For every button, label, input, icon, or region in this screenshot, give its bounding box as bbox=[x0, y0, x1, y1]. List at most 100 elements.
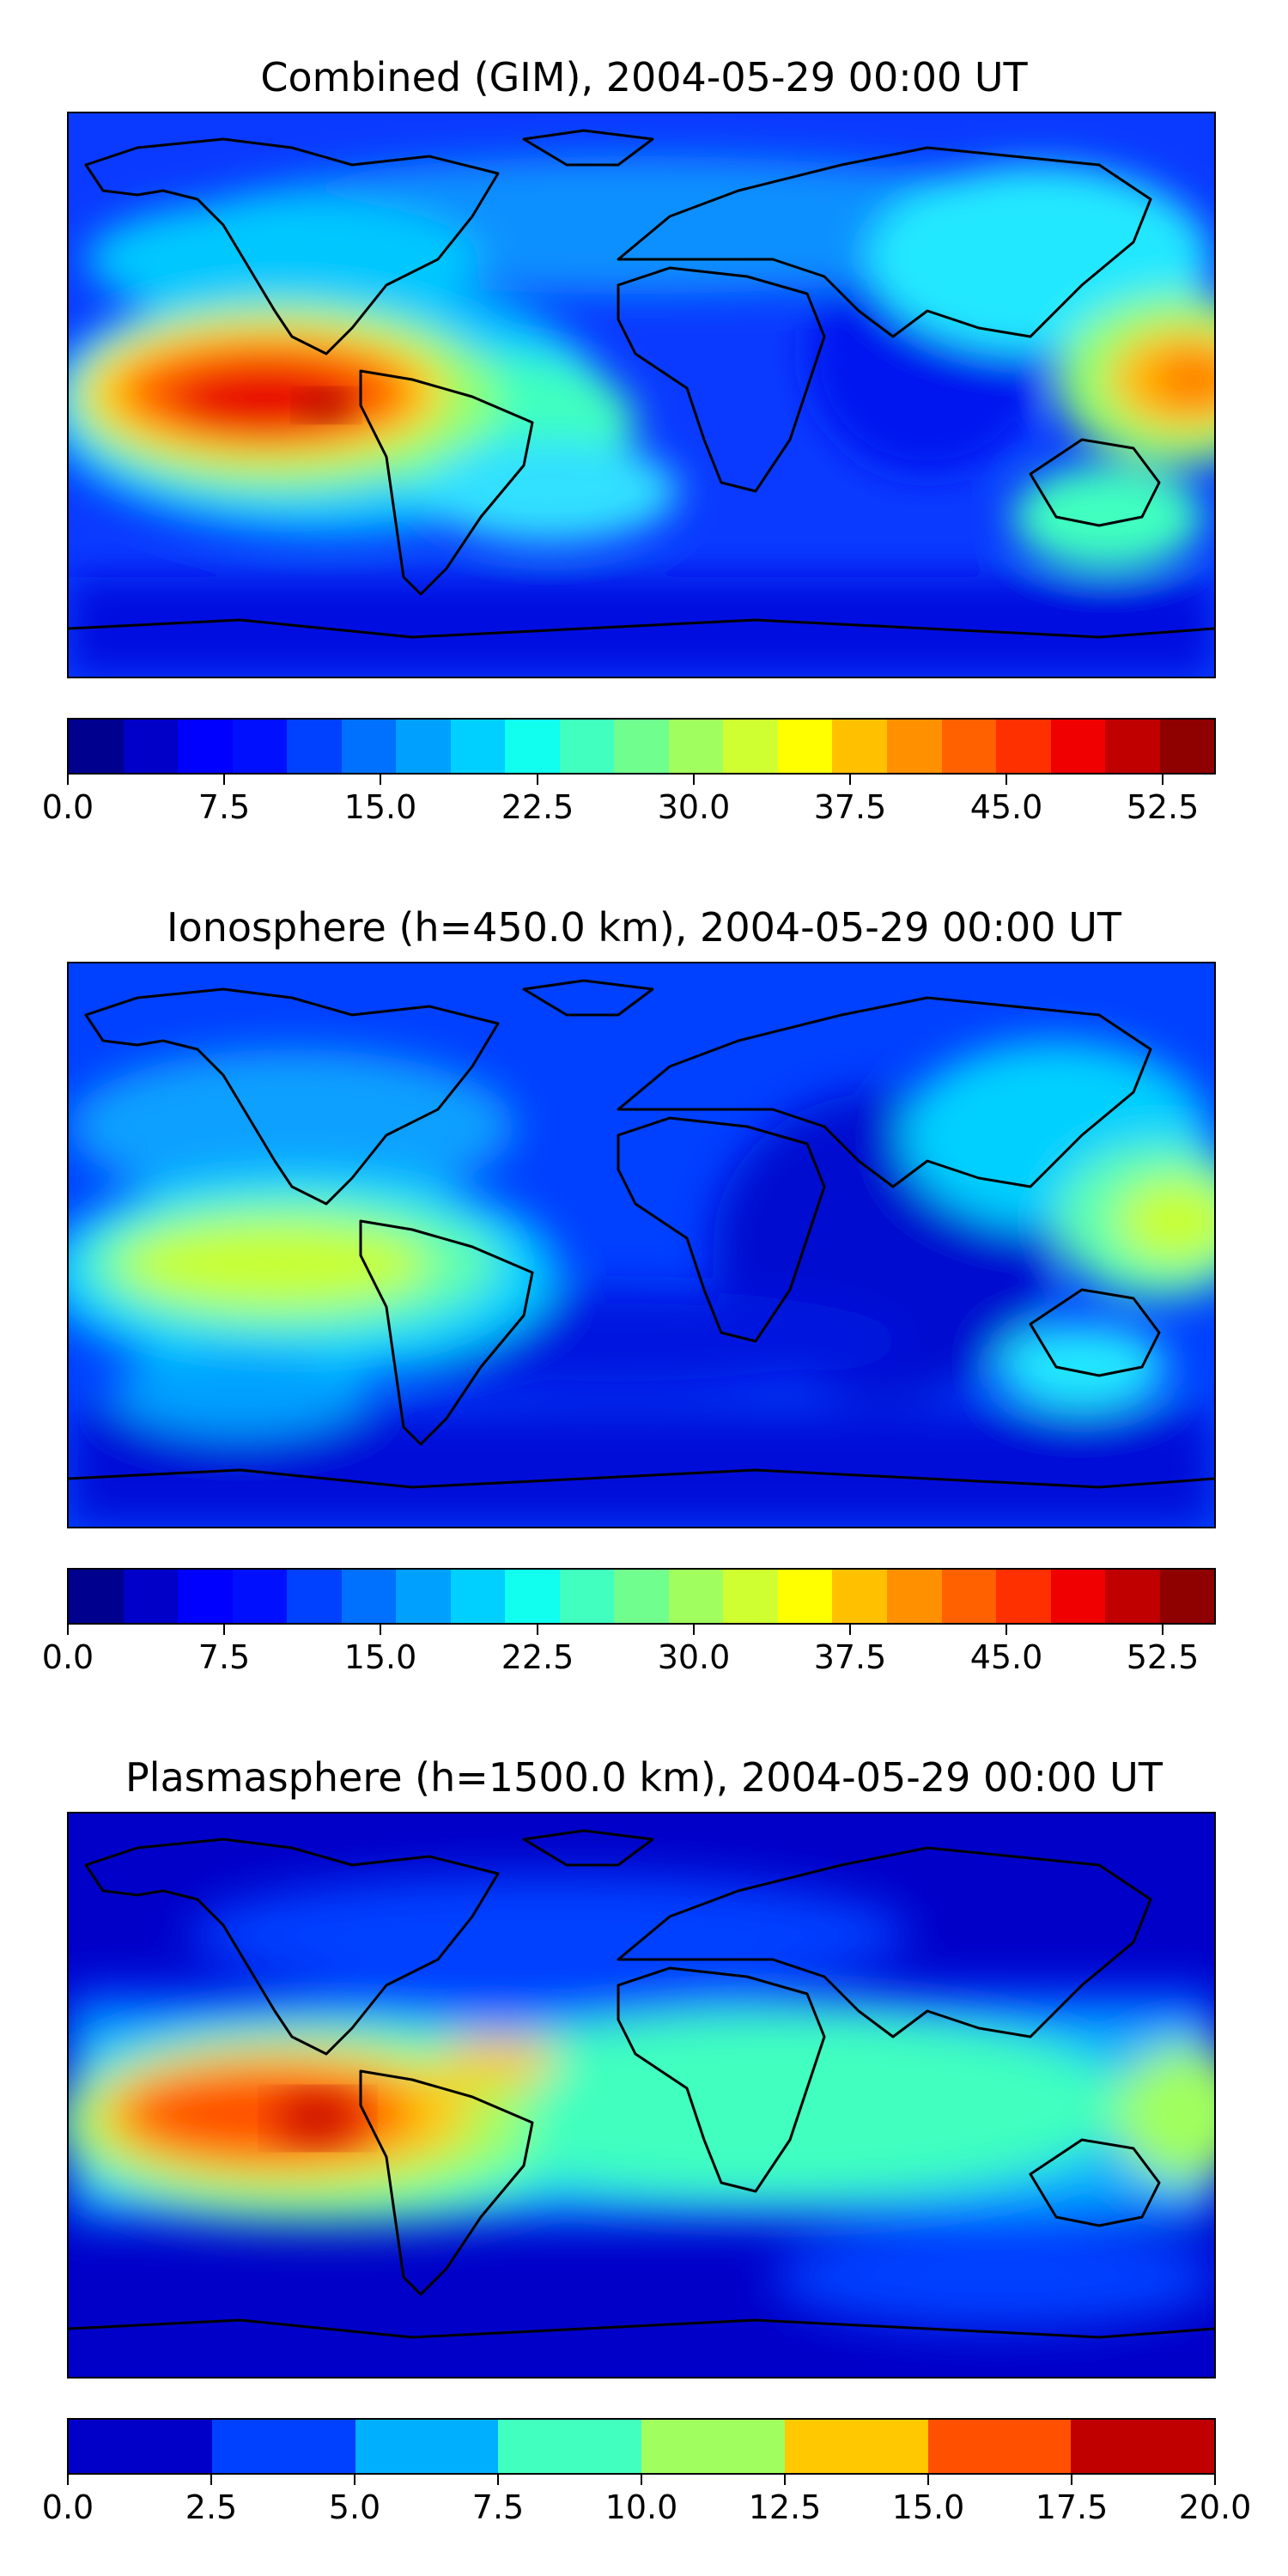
colorbar-tick bbox=[693, 775, 695, 785]
colorbar-segment bbox=[723, 1570, 778, 1623]
colorbar-tick bbox=[927, 2475, 929, 2485]
colorbar-segment bbox=[69, 1570, 124, 1623]
colorbar-tick bbox=[223, 775, 225, 785]
panel-3-colorbar bbox=[67, 2418, 1216, 2475]
colorbar-tick bbox=[1005, 775, 1007, 785]
colorbar-segment bbox=[668, 1570, 724, 1623]
colorbar-tick bbox=[784, 2475, 786, 2485]
colorbar-tick-label: 17.5 bbox=[1035, 2488, 1109, 2526]
colorbar-segment bbox=[1105, 1570, 1160, 1623]
panel-1-colorbar bbox=[67, 718, 1216, 775]
colorbar-tick-label: 45.0 bbox=[969, 788, 1043, 826]
colorbar-segment bbox=[941, 1570, 997, 1623]
colorbar-segment bbox=[123, 1570, 179, 1623]
colorbar-tick bbox=[67, 1625, 69, 1635]
colorbar-tick-label: 30.0 bbox=[657, 788, 731, 826]
colorbar-segment bbox=[996, 720, 1051, 773]
colorbar-segment bbox=[505, 1570, 560, 1623]
colorbar-segment bbox=[178, 720, 233, 773]
colorbar-tick-label: 37.5 bbox=[813, 788, 887, 826]
colorbar-segment bbox=[641, 2420, 785, 2473]
colorbar-segment bbox=[559, 720, 615, 773]
colorbar-segment bbox=[355, 2420, 499, 2473]
colorbar-segment bbox=[232, 720, 288, 773]
colorbar-tick-label: 7.5 bbox=[197, 1638, 251, 1676]
colorbar-segment bbox=[777, 1570, 833, 1623]
colorbar-tick bbox=[849, 775, 851, 785]
colorbar-tick bbox=[641, 2475, 642, 2485]
colorbar-tick-label: 5.0 bbox=[328, 2488, 381, 2526]
colorbar-segment bbox=[178, 1570, 233, 1623]
colorbar-tick bbox=[537, 1625, 538, 1635]
colorbar-segment bbox=[123, 720, 179, 773]
panel-1-title: Combined (GIM), 2004-05-29 00:00 UT bbox=[260, 54, 1028, 100]
colorbar-segment bbox=[784, 2420, 928, 2473]
colorbar-segment bbox=[450, 720, 506, 773]
colorbar-tick bbox=[693, 1625, 695, 1635]
colorbar-tick-label: 15.0 bbox=[891, 2488, 965, 2526]
colorbar-tick bbox=[210, 2475, 212, 2485]
colorbar-tick-label: 52.5 bbox=[1126, 1638, 1200, 1676]
colorbar-tick bbox=[1071, 2475, 1072, 2485]
colorbar-segment bbox=[396, 720, 451, 773]
panel-3-title: Plasmasphere (h=1500.0 km), 2004-05-29 0… bbox=[125, 1754, 1163, 1801]
colorbar-tick-label: 7.5 bbox=[471, 2488, 525, 2526]
colorbar-segment bbox=[996, 1570, 1051, 1623]
colorbar-segment bbox=[1105, 720, 1160, 773]
colorbar-segment bbox=[927, 2420, 1072, 2473]
colorbar-tick-label: 20.0 bbox=[1178, 2488, 1252, 2526]
colorbar-segment bbox=[232, 1570, 288, 1623]
colorbar-tick-label: 22.5 bbox=[501, 788, 574, 826]
colorbar-segment bbox=[614, 720, 669, 773]
panel-2-colorbar bbox=[67, 1568, 1216, 1625]
panel-1-map bbox=[67, 112, 1216, 678]
colorbar-tick-label: 22.5 bbox=[501, 1638, 574, 1676]
colorbar-segment bbox=[498, 2420, 641, 2473]
panel-3-colorbar-ticks: 0.0 2.5 5.0 7.5 10.0 12.5 15.0 17.5 20.0 bbox=[42, 2475, 1251, 2526]
colorbar-segment bbox=[1071, 2420, 1214, 2473]
colorbar-segment bbox=[1159, 720, 1215, 773]
colorbar-tick-label: 10.0 bbox=[605, 2488, 678, 2526]
colorbar-tick bbox=[67, 2475, 69, 2485]
colorbar-segment bbox=[341, 1570, 397, 1623]
colorbar-tick bbox=[497, 2475, 499, 2485]
colorbar-tick-label: 0.0 bbox=[41, 2488, 94, 2526]
colorbar-segment bbox=[941, 720, 997, 773]
colorbar-tick bbox=[537, 775, 538, 785]
colorbar-tick-label: 0.0 bbox=[41, 1638, 94, 1676]
colorbar-segment bbox=[287, 720, 342, 773]
colorbar-tick bbox=[380, 775, 381, 785]
colorbar-tick bbox=[67, 775, 69, 785]
colorbar-tick-label: 15.0 bbox=[343, 1638, 417, 1676]
panel-2-title: Ionosphere (h=450.0 km), 2004-05-29 00:0… bbox=[167, 904, 1121, 951]
colorbar-segment bbox=[69, 2420, 212, 2473]
colorbar-tick-label: 37.5 bbox=[813, 1638, 887, 1676]
colorbar-tick-label: 0.0 bbox=[41, 788, 94, 826]
colorbar-segment bbox=[559, 1570, 615, 1623]
panel-2-map bbox=[67, 962, 1216, 1528]
colorbar-segment bbox=[69, 720, 124, 773]
panel-3-map bbox=[67, 1812, 1216, 2379]
colorbar-segment bbox=[1050, 1570, 1106, 1623]
colorbar-tick bbox=[849, 1625, 851, 1635]
colorbar-segment bbox=[832, 1570, 887, 1623]
colorbar-segment bbox=[341, 720, 397, 773]
colorbar-segment bbox=[396, 1570, 451, 1623]
colorbar-segment bbox=[450, 1570, 506, 1623]
colorbar-tick bbox=[380, 1625, 381, 1635]
colorbar-tick bbox=[223, 1625, 225, 1635]
colorbar-segment bbox=[1159, 1570, 1215, 1623]
colorbar-segment bbox=[614, 1570, 669, 1623]
colorbar-segment bbox=[668, 720, 724, 773]
colorbar-tick bbox=[1214, 2475, 1216, 2485]
colorbar-tick bbox=[1162, 1625, 1163, 1635]
colorbar-tick bbox=[354, 2475, 355, 2485]
colorbar-segment bbox=[723, 720, 778, 773]
colorbar-segment bbox=[832, 720, 887, 773]
colorbar-segment bbox=[505, 720, 560, 773]
colorbar-tick-label: 30.0 bbox=[657, 1638, 731, 1676]
colorbar-segment bbox=[886, 1570, 942, 1623]
colorbar-tick bbox=[1162, 775, 1163, 785]
colorbar-tick-label: 12.5 bbox=[748, 2488, 822, 2526]
colorbar-tick bbox=[1005, 1625, 1007, 1635]
